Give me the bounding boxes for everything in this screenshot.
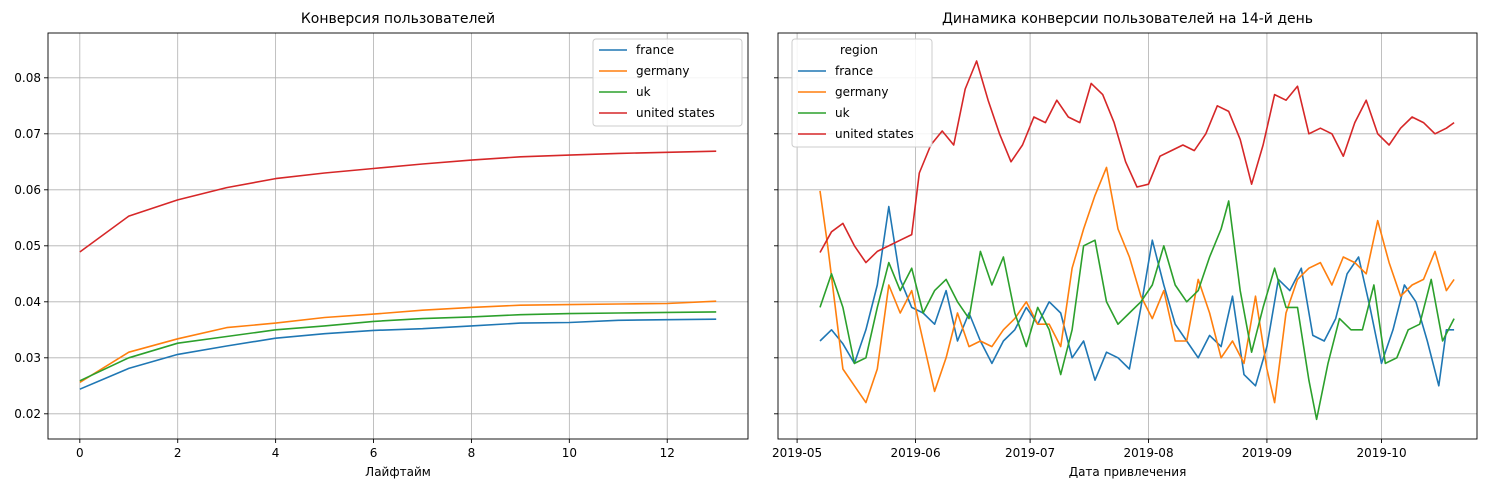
legend: france germany uk united states — [592, 38, 743, 127]
x-tick-label: 2019-05 — [772, 446, 822, 460]
x-tick-label: 2019-09 — [1242, 446, 1292, 460]
legend-label: uk — [835, 106, 850, 120]
x-tick-label: 2019-08 — [1123, 446, 1173, 460]
x-tick-label: 6 — [370, 446, 378, 460]
y-tick-label: 0.03 — [14, 351, 41, 365]
y-tick-label: 0.04 — [14, 295, 41, 309]
legend: region france germany uk united states — [791, 38, 933, 148]
x-tick-label: 2 — [174, 446, 182, 460]
x-tick-label: 2019-07 — [1005, 446, 1055, 460]
series-line-united-states — [819, 60, 1455, 264]
series-line-france — [79, 318, 717, 390]
legend-label: united states — [636, 106, 715, 120]
series-line-germany — [79, 300, 717, 384]
series-line-united-states — [79, 150, 717, 253]
x-tick-label: 12 — [660, 446, 675, 460]
legend-label: germany — [636, 64, 689, 78]
x-tick-label: 2019-06 — [890, 446, 940, 460]
chart-title: Конверсия пользователей — [301, 11, 495, 27]
legend-title: region — [840, 43, 878, 57]
x-axis-label: Лайфтайм — [365, 465, 431, 479]
x-axis-label: Дата привлечения — [1069, 465, 1187, 479]
legend-label: germany — [835, 85, 888, 99]
chart-lifetime-conversion: 0 2 4 6 8 10 12 0.02 0.03 0.04 0.05 0.06 0.07 0.08 Кон… — [14, 11, 749, 479]
series-line-germany — [819, 166, 1455, 404]
axes-frame — [47, 32, 749, 440]
y-tick-label: 0.08 — [14, 71, 41, 85]
legend-label: france — [835, 64, 873, 78]
x-tick-label: 8 — [468, 446, 476, 460]
chart-title: Динамика конверсии пользователей на 14-й… — [942, 11, 1313, 27]
series-line-uk — [79, 311, 717, 382]
legend-label: united states — [835, 127, 914, 141]
legend-label: france — [636, 43, 674, 57]
legend-box — [791, 38, 933, 148]
y-tick-label: 0.07 — [14, 127, 41, 141]
series-line-uk — [819, 200, 1455, 421]
y-tick-label: 0.05 — [14, 239, 41, 253]
x-tick-label: 2019-10 — [1356, 446, 1406, 460]
legend-box — [592, 38, 743, 127]
x-tick-label: 4 — [272, 446, 280, 460]
axes-frame — [777, 32, 1478, 440]
y-tick-label: 0.06 — [14, 183, 41, 197]
x-tick-label: 0 — [76, 446, 84, 460]
chart-day14-conversion-dynamics: 2019-05 2019-06 2019-07 2019-08 2019-09 2019-… — [772, 11, 1478, 479]
y-tick-label: 0.02 — [14, 407, 41, 421]
x-tick-label: 10 — [562, 446, 577, 460]
legend-label: uk — [636, 85, 651, 99]
